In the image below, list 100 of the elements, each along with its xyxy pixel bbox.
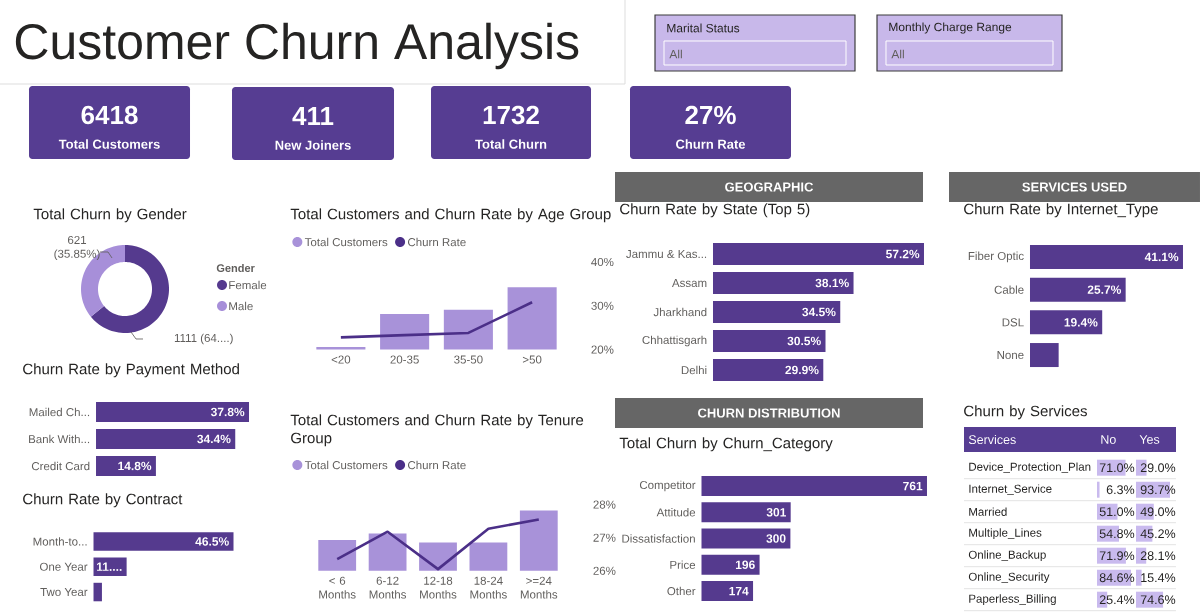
bar [713,301,841,323]
y-tick-label: Competitor [639,480,696,492]
data-label: 34.4% [197,434,231,444]
text: Customer Churn Analysis [15,22,579,70]
data-label: 29.9% [785,365,819,375]
data-label: 301 [766,508,786,517]
data-label: 6.3% [1106,485,1135,495]
text: All [891,49,904,59]
data-label: 19.4% [1064,318,1098,327]
data-label: 300 [766,534,786,543]
y-tick-label: Assam [671,278,707,287]
y-tick-label: Attitude [656,508,696,517]
text: Marital Status [667,23,740,33]
data-label: 25.4% [1099,595,1135,605]
data-label: 621 (35.85%) [54,235,100,261]
bar [1029,244,1183,269]
bar [1029,310,1103,335]
bar [380,314,430,350]
data-label: 38.1% [815,278,849,288]
text: New Joiners [275,140,351,150]
data-label: 93.7% [1140,485,1176,495]
chart-title: Total Churn by Churn_Category [619,437,833,452]
data-label: 174 [729,586,749,596]
y-tick-label: Online_Backup [968,550,1046,562]
x-tick-label: >50 [522,355,542,364]
x-tick-label: Yes [1139,435,1160,444]
x-tick-label: 35-50 [454,355,483,364]
data-label: 71.0% [1099,463,1135,473]
data-label: 1111 (64....) [174,333,233,345]
x-tick-label: <20 [331,355,351,364]
y-tick-label: 28% [593,500,616,509]
text: Total Churn [475,139,547,149]
text: CHURN DISTRIBUTION [698,408,840,418]
bar [701,581,754,602]
data-label: 37.8% [210,407,245,417]
data-label: 74.6% [1140,595,1176,605]
y-tick-label: 30% [591,301,614,310]
bar [713,243,924,265]
y-tick-label: Device_Protection_Plan [969,462,1091,473]
y-tick-label: Internet_Service [969,484,1052,495]
y-tick-label: One Year [40,562,88,571]
y-tick-label: Jharkhand [653,307,707,317]
x-tick-label: No [1101,435,1116,444]
data-label: 34.5% [802,307,836,317]
data-label: 11.... [97,562,122,571]
y-tick-label: Chhattisgarh [642,335,707,347]
chart-title: Churn Rate by Payment Method [23,363,239,378]
legend-label: Total Customers [304,460,388,470]
legend-label: Female [229,280,267,290]
data-label: 15.4% [1141,573,1176,583]
chart-title: Churn Rate by State (Top 5) [620,203,810,218]
bar [701,528,791,549]
y-tick-label: Two Year [40,588,88,597]
bar [443,309,493,350]
legend-label: Male [229,301,253,311]
bar [469,542,508,571]
y-tick-label: Credit Card [31,461,90,471]
x-tick-label: 12-18 Months [420,576,457,599]
bar [701,502,791,523]
y-tick-label: Other [667,586,696,596]
text: 6418 [81,105,138,125]
y-tick-label: Jammu & Kas... [626,249,707,259]
y-tick-label: Month-to... [33,537,87,546]
bar [519,510,558,571]
bar [713,358,824,381]
y-tick-label: Online_Security [968,572,1050,584]
text: Monthly Charge Range [889,22,1012,34]
legend-label: Total Customers [304,237,388,247]
data-label: 761 [903,481,923,491]
text: Churn Rate [676,139,746,149]
chart-title: Total Customers and Churn Rate by Tenure Group [290,414,584,447]
y-tick-label: Dissatisfaction [622,534,695,543]
bar [316,347,366,350]
y-tick-label: 40% [591,257,614,267]
y-tick-label: Multiple_Lines [969,528,1042,540]
chart-title: Churn Rate by Contract [23,493,183,508]
text: GEOGRAPHIC [725,182,814,192]
data-label: 41.1% [1144,252,1179,262]
data-label: 84.6% [1099,573,1135,583]
data-label: 54.8% [1099,529,1135,539]
y-tick-label: Delhi [681,365,707,375]
data-label: 45.2% [1140,529,1176,539]
bar [368,533,407,571]
y-tick-label: Cable [994,285,1024,294]
y-tick-label: 26% [593,566,616,575]
text: All [669,49,682,59]
bar [1029,277,1126,302]
y-tick-label: 20% [591,345,614,354]
text: SERVICES USED [1022,182,1127,192]
data-label: 46.5% [195,537,229,546]
y-tick-label: Price [670,560,696,569]
text: 27% [685,105,736,125]
y-tick-label: DSL [1002,318,1024,327]
data-label: 30.5% [787,336,821,346]
y-tick-label: 27% [593,533,616,542]
bar [318,540,357,571]
x-tick-label: >=24 Months [520,576,558,599]
bar [701,476,927,497]
legend-label: Churn Rate [408,460,466,470]
data-label: 57.2% [886,249,920,259]
